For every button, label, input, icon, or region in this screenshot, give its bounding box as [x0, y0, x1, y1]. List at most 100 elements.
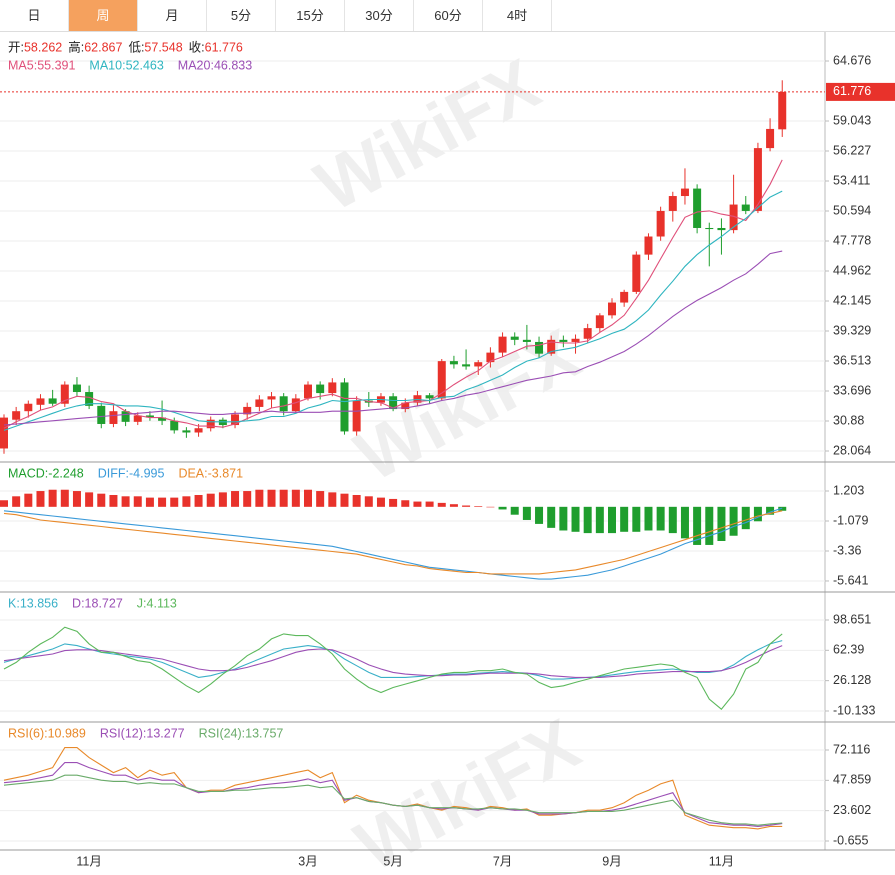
tab[interactable]: 30分 [345, 0, 414, 31]
macd-bar [668, 506, 677, 534]
macd-bar [510, 506, 519, 515]
x-tick-label: 11月 [709, 854, 734, 868]
macd-bar [279, 489, 288, 507]
macd-bar [778, 506, 787, 511]
ohlc-value: 57.548 [144, 40, 182, 54]
candle-body [595, 315, 604, 329]
macd-bar [182, 496, 191, 507]
candle-body [279, 396, 288, 412]
y-tick-label: 53.411 [833, 173, 870, 187]
candle-body [316, 384, 325, 394]
tab[interactable]: 5分 [207, 0, 276, 31]
candle-body [705, 227, 714, 230]
macd-bar [145, 497, 154, 507]
y-tick-label: 47.778 [833, 233, 871, 247]
x-tick-label: 7月 [493, 854, 512, 868]
legend-label: MA10: [89, 58, 125, 72]
legend-value: 55.391 [37, 58, 75, 72]
candle-body [741, 204, 750, 211]
y-tick-label: 36.513 [833, 353, 871, 367]
candle-body [97, 405, 106, 424]
candle-body [486, 352, 495, 363]
macd-bar [85, 492, 94, 507]
macd-bar [486, 506, 495, 508]
tab[interactable]: 15分 [276, 0, 345, 31]
macd-bar [255, 489, 264, 507]
macd-bar [36, 491, 45, 507]
macd-bar [316, 491, 325, 507]
candle-body [522, 339, 531, 342]
macd-bar [632, 506, 641, 532]
candle-body [291, 398, 300, 412]
candle-body [778, 91, 787, 130]
x-tick-label: 11月 [76, 854, 101, 868]
candle-body [267, 396, 276, 400]
macd-bar [437, 502, 446, 507]
y-tick-label: 59.043 [833, 113, 871, 127]
series-line [3, 507, 783, 580]
y-tick-label: 64.676 [833, 53, 871, 67]
candle-body [571, 338, 580, 342]
macd-bar [717, 506, 726, 541]
candle-body [620, 291, 629, 303]
macd-bar [72, 491, 81, 507]
y-tick-label: -5.641 [833, 573, 868, 587]
candle-body [510, 336, 519, 340]
legend-value: 46.833 [214, 58, 252, 72]
macd-bar [218, 492, 227, 507]
macd-bar [729, 506, 738, 536]
y-tick-label: 50.594 [833, 203, 871, 217]
x-tick-label: 5月 [383, 854, 402, 868]
tab[interactable]: 周 [69, 0, 138, 31]
series-line [3, 626, 783, 710]
y-tick-label: 42.145 [833, 293, 871, 307]
candle-body [535, 341, 544, 354]
period-tabs: 日 周 月 5分 15分 30分 60分 4时 [0, 0, 895, 32]
candle-body [85, 392, 94, 406]
candle-body [425, 395, 434, 399]
candle-body [462, 364, 471, 367]
y-tick-label: -10.133 [833, 703, 875, 717]
candle-body [231, 414, 240, 426]
candle-body [36, 398, 45, 405]
series-line [3, 510, 783, 575]
legend-label: DEA: [178, 466, 207, 480]
candle-body [60, 384, 69, 404]
macd-bar [267, 489, 276, 507]
legend-label: D: [72, 596, 85, 610]
y-tick-label: 72.116 [833, 742, 870, 756]
tab[interactable]: 60分 [414, 0, 483, 31]
legend-label: MA20: [178, 58, 214, 72]
macd-bar [24, 493, 33, 507]
macd-bar [766, 506, 775, 515]
macd-bar [608, 506, 616, 534]
candle-body [729, 204, 738, 231]
y-tick-label: 47.859 [833, 773, 871, 787]
last-price-box [826, 82, 895, 101]
macd-bar [620, 506, 629, 532]
macd-bar [462, 505, 471, 507]
candle-body [0, 417, 8, 449]
series-line [3, 190, 783, 431]
candle-body [218, 419, 227, 426]
y-tick-label: 62.39 [833, 643, 864, 657]
tab[interactable]: 日 [0, 0, 69, 31]
candle-body [583, 328, 592, 339]
macd-bar [425, 501, 434, 507]
y-tick-label: -1.079 [833, 513, 868, 527]
ohlc-label: 低: [128, 40, 144, 54]
series-line [3, 250, 783, 426]
legend-value: 13.277 [146, 726, 184, 740]
candle-body [680, 188, 689, 197]
tab[interactable]: 月 [138, 0, 207, 31]
candle-body [413, 395, 422, 403]
tab[interactable]: 4时 [483, 0, 552, 31]
legend-label: RSI(24): [199, 726, 246, 740]
macd-bar [206, 493, 215, 507]
ohlc-label: 高: [68, 39, 84, 54]
y-tick-label: -0.655 [833, 833, 868, 847]
candle-body [170, 420, 179, 431]
y-tick-label: 28.064 [833, 443, 871, 457]
ohlc-value: 62.867 [84, 40, 122, 54]
